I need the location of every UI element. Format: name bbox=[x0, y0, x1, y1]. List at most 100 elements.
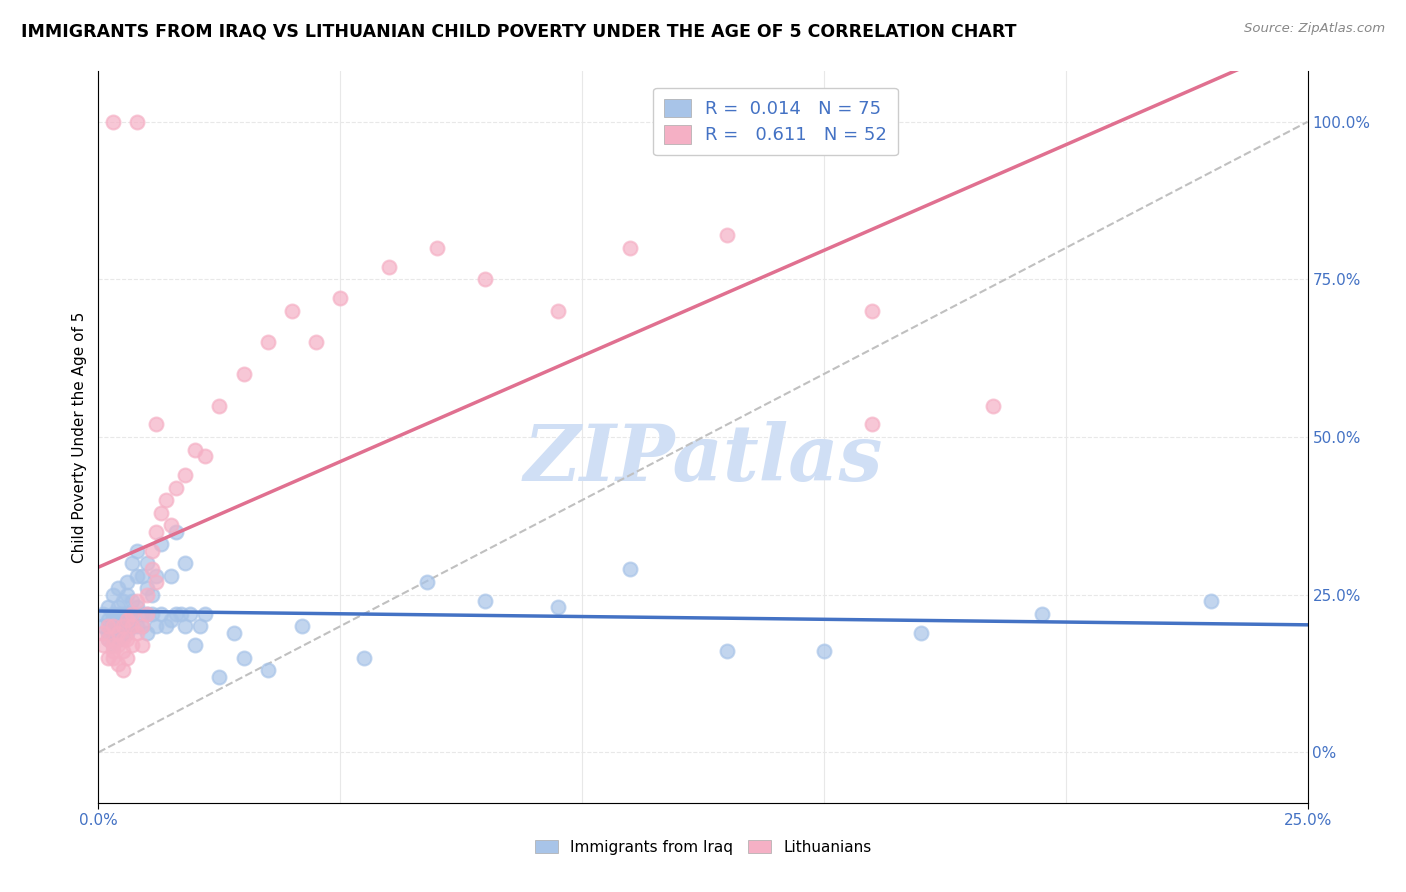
Point bbox=[117, 625, 139, 640]
Point bbox=[101, 588, 124, 602]
Point bbox=[121, 556, 143, 570]
Point bbox=[111, 613, 134, 627]
Point bbox=[91, 607, 114, 621]
Point bbox=[127, 543, 149, 558]
Point bbox=[150, 537, 173, 551]
Point bbox=[107, 632, 129, 646]
Point bbox=[117, 650, 139, 665]
Point bbox=[107, 638, 129, 652]
Point bbox=[141, 588, 163, 602]
Point bbox=[145, 524, 167, 539]
Point bbox=[111, 625, 134, 640]
Legend: Immigrants from Iraq, Lithuanians: Immigrants from Iraq, Lithuanians bbox=[529, 834, 877, 861]
Point bbox=[101, 619, 124, 633]
Point bbox=[135, 607, 157, 621]
Point bbox=[155, 493, 177, 508]
Point bbox=[813, 644, 835, 658]
Point bbox=[174, 619, 197, 633]
Point bbox=[135, 588, 157, 602]
Point bbox=[111, 644, 134, 658]
Point bbox=[135, 607, 157, 621]
Point bbox=[160, 613, 183, 627]
Point bbox=[165, 607, 187, 621]
Point bbox=[121, 619, 143, 633]
Point bbox=[127, 594, 149, 608]
Point bbox=[121, 594, 143, 608]
Point bbox=[101, 613, 124, 627]
Point bbox=[860, 304, 883, 318]
Point bbox=[194, 607, 217, 621]
Point bbox=[101, 644, 124, 658]
Point bbox=[1199, 594, 1222, 608]
Point bbox=[155, 619, 177, 633]
Point bbox=[117, 632, 139, 646]
Point bbox=[107, 600, 129, 615]
Point bbox=[135, 556, 157, 570]
Point bbox=[619, 241, 641, 255]
Point bbox=[145, 619, 167, 633]
Point bbox=[107, 619, 129, 633]
Point bbox=[111, 594, 134, 608]
Point bbox=[121, 607, 143, 621]
Point bbox=[97, 650, 120, 665]
Point bbox=[131, 607, 153, 621]
Point bbox=[145, 417, 167, 432]
Point bbox=[290, 619, 312, 633]
Point bbox=[188, 619, 211, 633]
Point bbox=[101, 619, 124, 633]
Point bbox=[107, 607, 129, 621]
Point bbox=[101, 638, 124, 652]
Point bbox=[305, 335, 328, 350]
Point bbox=[111, 619, 134, 633]
Point bbox=[131, 619, 153, 633]
Point bbox=[208, 670, 231, 684]
Point bbox=[97, 632, 120, 646]
Point bbox=[141, 562, 163, 576]
Point bbox=[232, 650, 254, 665]
Point bbox=[329, 291, 352, 305]
Point bbox=[860, 417, 883, 432]
Point bbox=[127, 619, 149, 633]
Point bbox=[91, 625, 114, 640]
Point bbox=[716, 644, 738, 658]
Point bbox=[150, 607, 173, 621]
Point bbox=[111, 664, 134, 678]
Point bbox=[141, 607, 163, 621]
Text: ZIPatlas: ZIPatlas bbox=[523, 421, 883, 497]
Point bbox=[111, 619, 134, 633]
Point bbox=[981, 399, 1004, 413]
Point bbox=[91, 619, 114, 633]
Point bbox=[910, 625, 932, 640]
Point bbox=[353, 650, 375, 665]
Text: Source: ZipAtlas.com: Source: ZipAtlas.com bbox=[1244, 22, 1385, 36]
Point bbox=[377, 260, 399, 274]
Point bbox=[107, 625, 129, 640]
Point bbox=[97, 619, 120, 633]
Point bbox=[169, 607, 191, 621]
Point bbox=[121, 638, 143, 652]
Point bbox=[184, 638, 207, 652]
Point bbox=[165, 481, 187, 495]
Point bbox=[281, 304, 304, 318]
Point bbox=[426, 241, 449, 255]
Point bbox=[101, 115, 124, 129]
Point bbox=[121, 607, 143, 621]
Text: IMMIGRANTS FROM IRAQ VS LITHUANIAN CHILD POVERTY UNDER THE AGE OF 5 CORRELATION : IMMIGRANTS FROM IRAQ VS LITHUANIAN CHILD… bbox=[21, 22, 1017, 40]
Point bbox=[179, 607, 201, 621]
Point bbox=[117, 575, 139, 590]
Point bbox=[97, 600, 120, 615]
Point bbox=[101, 638, 124, 652]
Point bbox=[160, 569, 183, 583]
Point bbox=[97, 613, 120, 627]
Point bbox=[1031, 607, 1053, 621]
Point bbox=[547, 304, 569, 318]
Point bbox=[111, 607, 134, 621]
Point bbox=[111, 632, 134, 646]
Point bbox=[127, 600, 149, 615]
Point bbox=[174, 467, 197, 482]
Point bbox=[145, 575, 167, 590]
Point bbox=[127, 625, 149, 640]
Point bbox=[232, 367, 254, 381]
Point bbox=[256, 664, 278, 678]
Point bbox=[97, 625, 120, 640]
